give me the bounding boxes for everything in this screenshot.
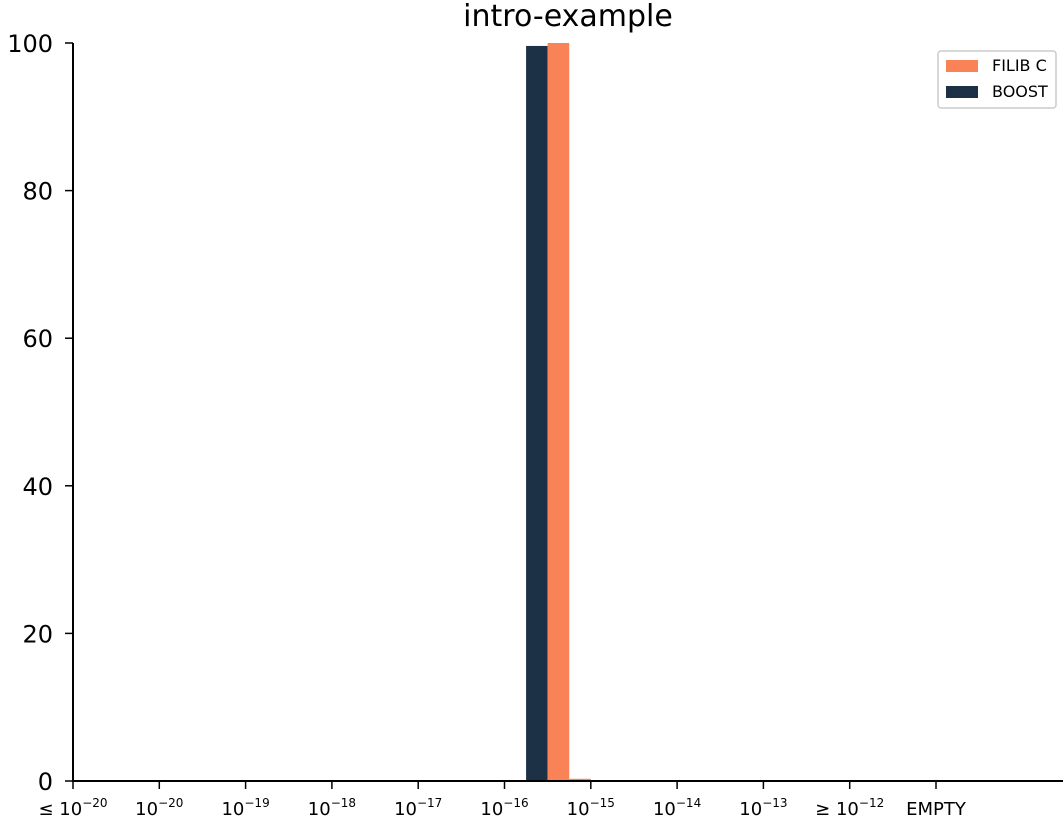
y-tick-label: 60 xyxy=(22,325,53,353)
x-axis-ticks: ≤ 10−20 10−20 10−19 10−18 10−17 10−16 10−15 10−… xyxy=(38,781,967,820)
legend-label: FILIB C xyxy=(992,56,1047,75)
legend-swatch xyxy=(946,60,978,72)
bars-layer xyxy=(526,43,591,781)
y-axis-ticks: 0 20 40 60 80 100 xyxy=(7,30,73,796)
legend-swatch xyxy=(946,86,978,98)
legend: FILIB C BOOST xyxy=(937,50,1057,109)
x-tick-label: 10−17 xyxy=(394,796,442,820)
x-tick-label: 10−19 xyxy=(221,796,269,820)
bar-filib-c-bin-22 xyxy=(547,43,570,781)
y-tick-label: 80 xyxy=(22,178,53,206)
legend-label: BOOST xyxy=(992,82,1048,101)
chart-title: intro-example xyxy=(463,0,673,34)
x-tick-label: 10−20 xyxy=(135,796,183,820)
y-tick-label: 40 xyxy=(22,473,53,501)
x-tick-label: 10−16 xyxy=(480,796,528,820)
x-tick-label: EMPTY xyxy=(906,799,967,820)
axes-layer xyxy=(72,43,1063,782)
x-tick-label: 10−14 xyxy=(653,796,701,820)
bar-filib-c-bin-23 xyxy=(569,778,591,781)
y-tick-label: 20 xyxy=(22,620,53,648)
x-tick-label: ≤ 10−20 xyxy=(38,796,107,820)
x-tick-label: ≥ 10−12 xyxy=(815,796,884,820)
x-tick-label: 10−18 xyxy=(308,796,356,820)
y-tick-label: 0 xyxy=(38,768,53,796)
x-tick-label: 10−13 xyxy=(739,796,787,820)
x-tick-label: 10−15 xyxy=(567,796,615,820)
y-tick-label: 100 xyxy=(7,30,53,58)
bar-boost-bin-21 xyxy=(526,45,548,781)
